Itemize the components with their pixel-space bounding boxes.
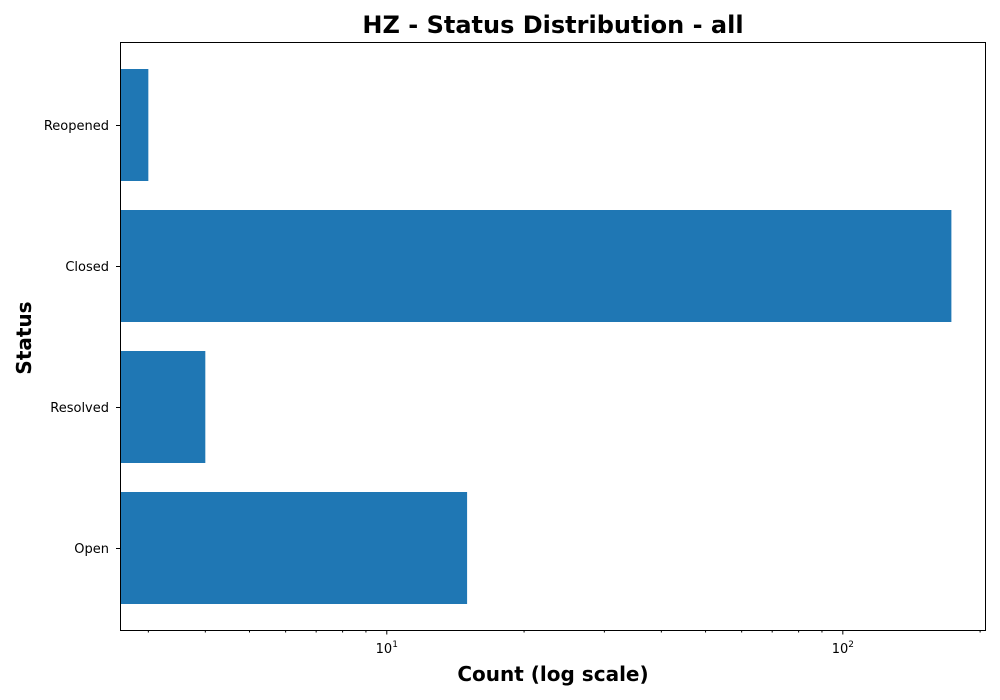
x-axis-label: Count (log scale) (457, 662, 648, 686)
chart-title: HZ - Status Distribution - all (362, 11, 743, 39)
plot-frame (120, 42, 986, 631)
y-axis-label: Status (12, 301, 36, 374)
bars-group (120, 69, 952, 604)
y-tick-label-open: Open (74, 542, 109, 557)
y-tick-label-reopened: Reopened (44, 119, 109, 134)
x-tick-label: 102 (832, 640, 854, 657)
bar-closed (120, 210, 952, 322)
y-tick-label-resolved: Resolved (50, 401, 109, 416)
bar-resolved (120, 351, 206, 463)
y-tick-label-closed: Closed (65, 260, 109, 275)
bar-reopened (120, 69, 149, 181)
bar-open (120, 492, 468, 604)
x-axis-ticks: 101 102 (147, 630, 981, 657)
y-axis-ticks: Open Resolved Closed Reopened (44, 119, 120, 557)
x-tick-label: 101 (376, 640, 398, 657)
